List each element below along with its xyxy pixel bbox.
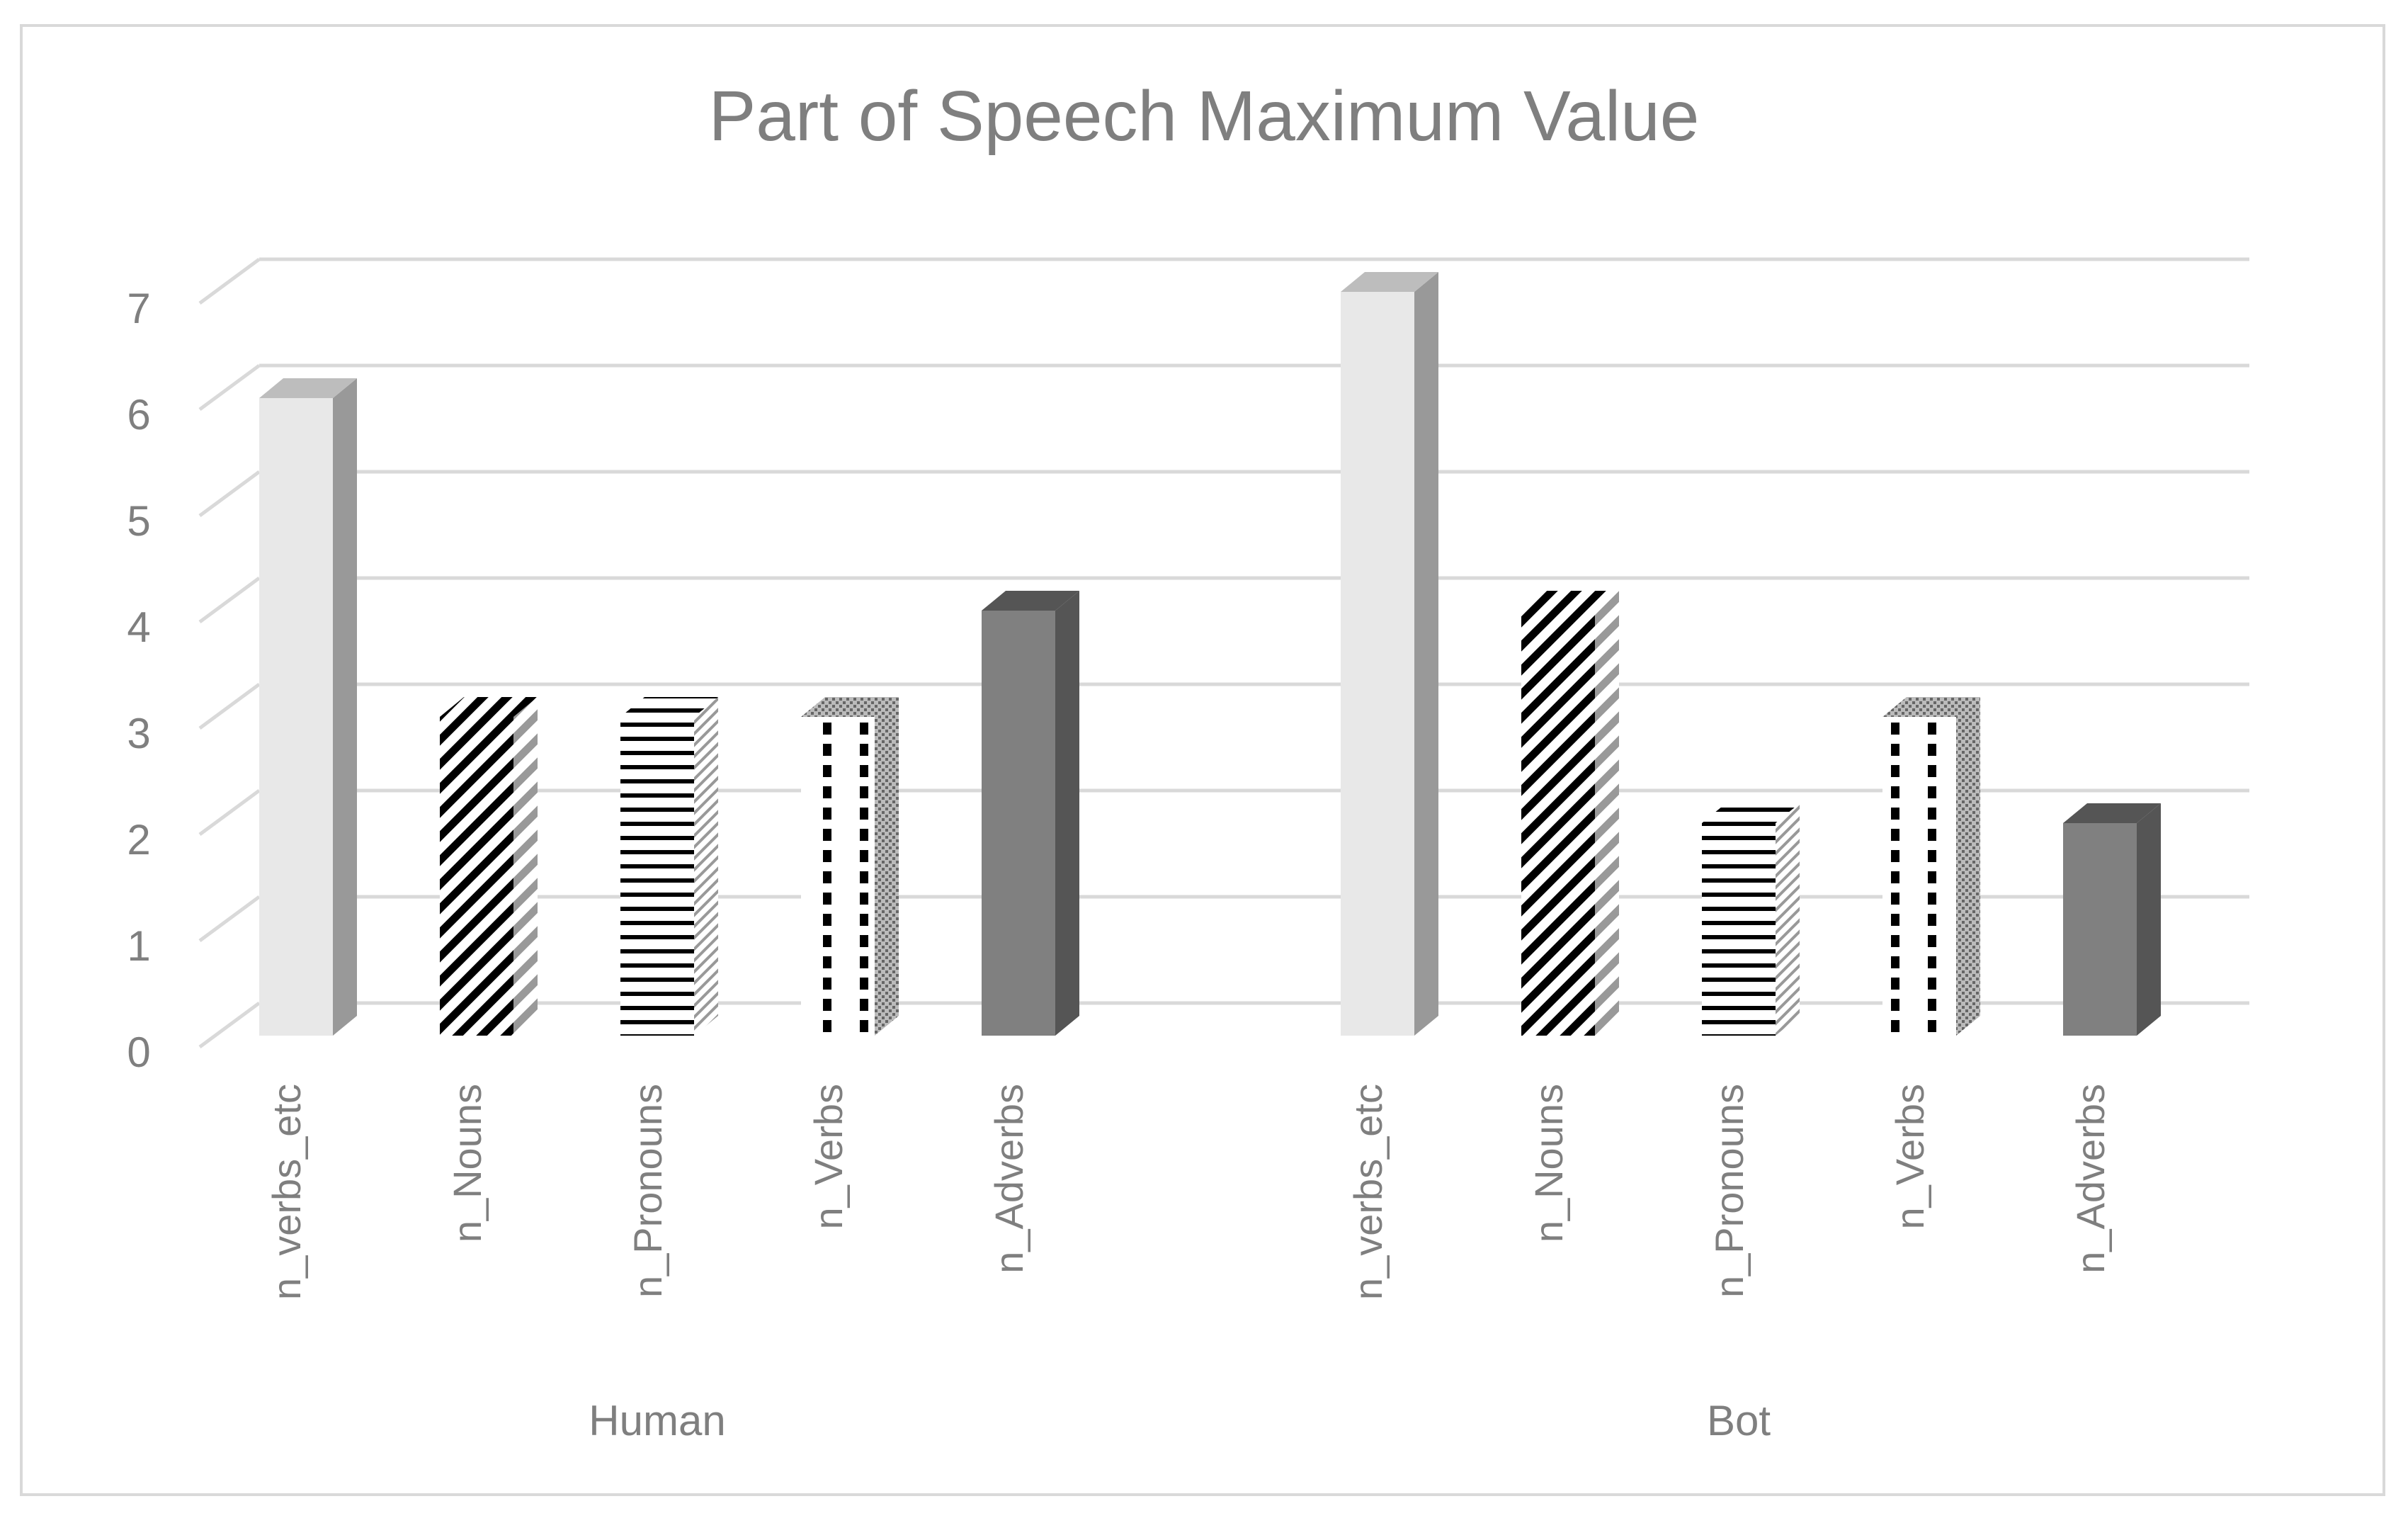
chart-title: Part of Speech Maximum Value <box>709 77 1700 156</box>
bar <box>1702 803 1800 1036</box>
bar-side <box>2137 803 2161 1036</box>
y-tick-label: 4 <box>127 604 150 651</box>
category-label: n_Pronouns <box>625 1084 670 1298</box>
bar-front <box>2063 823 2137 1036</box>
y-tick-label: 7 <box>127 285 150 332</box>
bar-top <box>982 591 1079 611</box>
bar-top <box>259 378 357 398</box>
group-label: Bot <box>1707 1397 1771 1444</box>
bar-top <box>2063 803 2161 823</box>
gridline-diagonal <box>198 1001 261 1049</box>
bar-side <box>333 378 357 1036</box>
y-axis-ticks: 0 1 2 3 4 5 6 7 <box>127 285 150 1076</box>
bar <box>801 697 899 1036</box>
category-label: n_verbs_etc <box>264 1084 309 1300</box>
bar-front <box>1882 717 1956 1036</box>
bar-top <box>440 697 538 717</box>
bar <box>440 697 538 1036</box>
bar <box>2063 803 2161 1036</box>
bar-side <box>875 697 899 1036</box>
category-labels: n_verbs_etc n_Nouns n_Pronouns n_Verbs n_Adv… <box>264 1084 2113 1444</box>
category-label: n_Nouns <box>445 1084 489 1242</box>
gridline-diagonal <box>198 895 261 943</box>
category-label: n_Nouns <box>1526 1084 1571 1242</box>
y-tick-label: 5 <box>127 497 150 545</box>
bar-top <box>620 697 718 717</box>
bar-front <box>620 717 694 1036</box>
bars <box>259 272 2161 1036</box>
y-tick-label: 0 <box>127 1029 150 1076</box>
bar-side <box>1595 591 1619 1036</box>
bar-top <box>1521 591 1619 611</box>
bar-side <box>1414 272 1438 1036</box>
bar-top <box>801 697 899 717</box>
category-label: n_Verbs <box>1887 1084 1932 1230</box>
category-label: n_Pronouns <box>1707 1084 1751 1298</box>
gridline-diagonal <box>198 576 261 624</box>
bar-side <box>1956 697 1980 1036</box>
category-label: n_Verbs <box>806 1084 851 1230</box>
bar-top <box>1702 803 1800 823</box>
bar-front <box>440 717 513 1036</box>
bar <box>982 591 1079 1036</box>
bar-front <box>1341 292 1414 1036</box>
y-tick-label: 3 <box>127 710 150 757</box>
gridline-diagonal <box>198 682 261 730</box>
bar-front <box>801 717 875 1036</box>
bar-side <box>513 697 538 1036</box>
bar <box>259 378 357 1036</box>
bar-top <box>1341 272 1438 292</box>
category-label: n_Adverbs <box>987 1084 1031 1274</box>
chart-frame <box>20 24 2385 1496</box>
category-label: n_Adverbs <box>2068 1084 2113 1274</box>
bar-top <box>1882 697 1980 717</box>
bar <box>620 697 718 1036</box>
y-tick-label: 6 <box>127 391 150 438</box>
bar-front <box>1521 611 1595 1036</box>
bar <box>1341 272 1438 1036</box>
gridline-diagonal <box>198 470 261 518</box>
bar-side <box>694 697 718 1036</box>
bar-side <box>1776 803 1800 1036</box>
bar-side <box>1055 591 1079 1036</box>
bar-front <box>982 611 1055 1036</box>
bar-front <box>1702 823 1776 1036</box>
category-label: n_verbs_etc <box>1346 1084 1390 1300</box>
gridline-diagonal <box>198 788 261 837</box>
gridline-diagonal <box>198 257 261 305</box>
bar <box>1521 591 1619 1036</box>
gridline-diagonal <box>198 363 261 412</box>
bar <box>1882 697 1980 1036</box>
y-tick-label: 2 <box>127 816 150 864</box>
group-label: Human <box>589 1397 725 1444</box>
y-tick-label: 1 <box>127 922 150 970</box>
bar-front <box>259 398 333 1036</box>
